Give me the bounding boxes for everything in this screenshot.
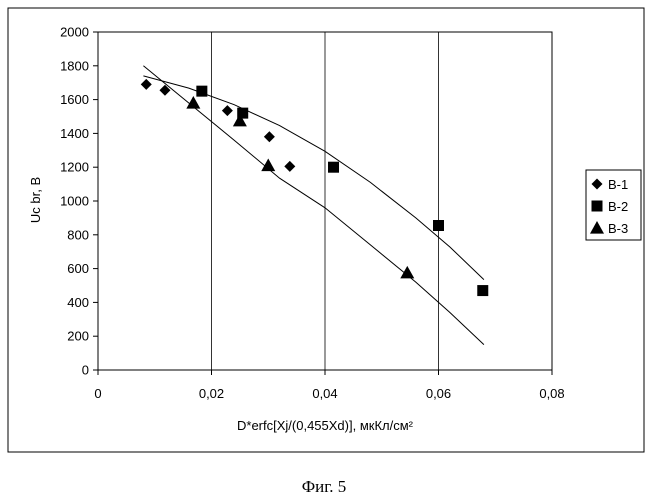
point-b-2 (196, 86, 207, 97)
y-tick-label: 1000 (60, 194, 89, 209)
x-axis-title: D*erfc[Xj/(0,455Xd)], мкКл/см² (237, 418, 414, 433)
legend-label-b-2: B-2 (608, 199, 628, 214)
x-tick-label: 0,08 (539, 386, 564, 401)
x-tick-label: 0,06 (426, 386, 451, 401)
y-tick-label: 1400 (60, 126, 89, 141)
x-tick-label: 0 (94, 386, 101, 401)
y-tick-label: 1200 (60, 160, 89, 175)
point-b-2 (433, 220, 444, 231)
y-tick-label: 1800 (60, 58, 89, 73)
y-tick-label: 400 (67, 295, 89, 310)
x-tick-label: 0,02 (199, 386, 224, 401)
y-tick-label: 2000 (60, 25, 89, 40)
y-tick-label: 200 (67, 329, 89, 344)
legend-label-b-1: B-1 (608, 177, 628, 192)
legend-label-b-3: B-3 (608, 221, 628, 236)
y-tick-label: 0 (82, 363, 89, 378)
point-b-2 (477, 285, 488, 296)
y-tick-label: 800 (67, 227, 89, 242)
point-b-2 (328, 162, 339, 173)
y-tick-label: 1600 (60, 92, 89, 107)
y-axis-title: Uc br, B (28, 177, 43, 223)
legend-marker-b-2 (592, 201, 603, 212)
legend: B-1 B-2 B-3 (590, 177, 628, 236)
figure-caption: Фиг. 5 (302, 477, 347, 496)
y-tick-label: 600 (67, 261, 89, 276)
x-tick-label: 0,04 (312, 386, 337, 401)
